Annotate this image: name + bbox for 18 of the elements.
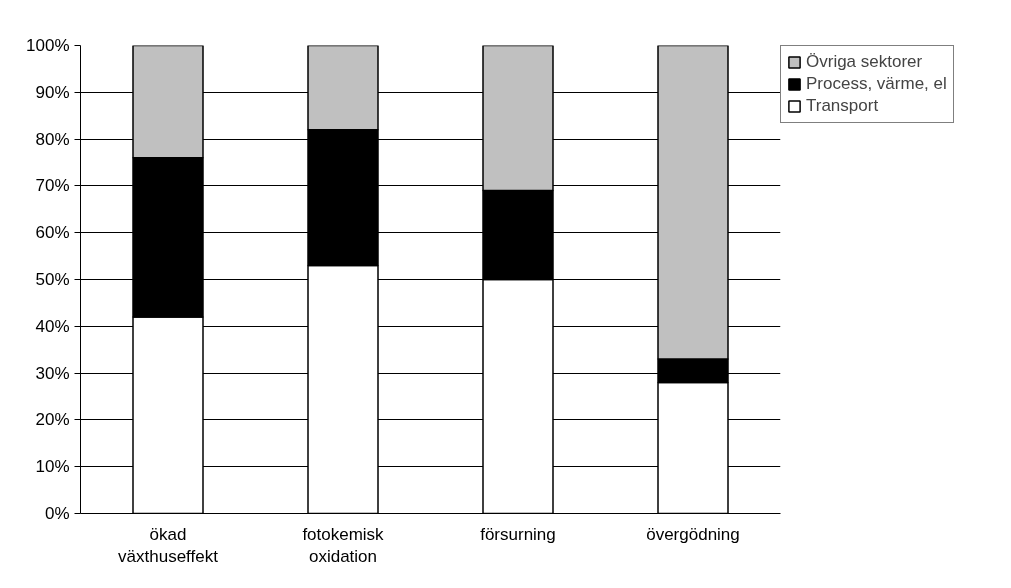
x-tick-label: försurning xyxy=(480,524,556,544)
x-tick-label: ökad växthuseffekt xyxy=(118,524,219,567)
x-tick-label: övergödning xyxy=(646,524,740,544)
y-tick-label: 90% xyxy=(35,82,70,102)
y-tick-label: 80% xyxy=(35,129,70,149)
legend-label: Övriga sektorer xyxy=(806,52,923,72)
legend-label: Process, värme, el xyxy=(806,74,947,94)
y-tick-label: 100% xyxy=(26,36,70,55)
y-tick-label: 40% xyxy=(35,316,70,336)
y-tick-label: 50% xyxy=(35,270,70,289)
y-tick-label: 60% xyxy=(35,223,70,243)
legend-label: Transport xyxy=(806,96,879,116)
y-tick-label: 20% xyxy=(35,410,70,430)
y-tick-label: 0% xyxy=(44,504,70,523)
x-tick-label: fotokemisk oxidation xyxy=(302,524,385,567)
y-tick-label: 10% xyxy=(35,457,70,477)
y-tick-label: 70% xyxy=(35,176,70,196)
y-tick-label: 30% xyxy=(35,363,70,383)
